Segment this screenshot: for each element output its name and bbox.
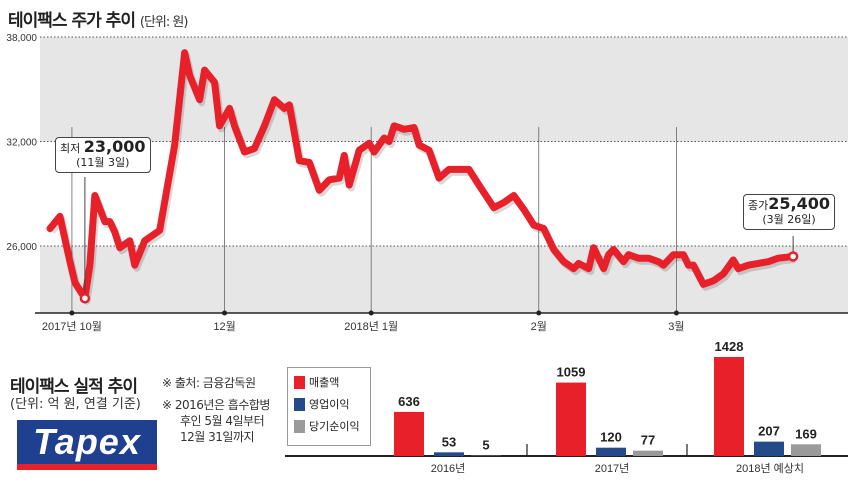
results-unit: (단위: 억 원, 연결 기준) xyxy=(10,397,141,412)
bar-value-label: 169 xyxy=(795,426,817,441)
price-chart-title: 테이팩스 주가 추이 (단위: 원) xyxy=(8,6,189,31)
price-unit: (단위: 원) xyxy=(139,15,189,30)
results-title: 테이팩스 실적 추이 xyxy=(10,377,138,397)
annotation-point xyxy=(787,251,799,262)
bar-value-label: 120 xyxy=(600,430,622,445)
note-line: 12월 31일까지 xyxy=(180,430,255,444)
bar-legend: 매출액 영업이익 당기순이익 xyxy=(287,367,371,446)
legend-label: 영업이익 xyxy=(309,398,350,411)
close-value: 25,400 xyxy=(768,194,830,213)
bar xyxy=(791,444,821,456)
bar-value-label: 1428 xyxy=(715,340,744,354)
y-tick-label: 38,000 xyxy=(6,33,37,44)
close-callout: 종가25,400 (3월 26일) xyxy=(743,194,835,230)
x-tick-label: 2월 xyxy=(531,320,547,333)
x-tick-label: 12월 xyxy=(213,320,235,333)
y-tick-label: 32,000 xyxy=(6,138,37,149)
legend-item-revenue: 매출액 xyxy=(294,374,364,390)
bar-value-label: 53 xyxy=(442,434,456,449)
legend-swatch xyxy=(294,375,305,389)
price-title-text: 테이팩스 주가 추이 xyxy=(8,11,136,31)
annotation-point xyxy=(79,293,91,304)
note-line: ※ 2016년은 흡수합병 xyxy=(162,398,270,412)
x-tick-label: 3월 xyxy=(668,320,684,333)
note-source: ※ 출처: 금융감독원 xyxy=(162,376,256,390)
price-line xyxy=(46,49,797,302)
bar-value-label: 77 xyxy=(641,433,655,448)
bar xyxy=(714,357,744,456)
legend-label: 매출액 xyxy=(309,376,340,389)
low-value: 23,000 xyxy=(83,137,146,156)
tapex-logo: Tapex xyxy=(17,420,157,470)
legend-item-operating: 영업이익 xyxy=(294,396,364,412)
low-date: (11월 3일) xyxy=(76,156,130,169)
bar xyxy=(394,411,424,456)
category-label: 2018년 예상치 xyxy=(736,462,804,475)
close-label: 종가 xyxy=(748,199,769,212)
bar xyxy=(596,447,626,456)
bar xyxy=(633,450,663,456)
bar-value-label: 5 xyxy=(482,438,489,453)
results-bar-chart: 2016년 636 53 5 2017년 1059 120 77 2018년 예상치 1428 20… xyxy=(285,340,848,475)
notes: ※ 출처: 금융감독원 ※ 2016년은 흡수합병 후인 5월 4일부터 12월… xyxy=(162,375,270,445)
legend-label: 당기순이익 xyxy=(309,420,360,433)
low-label: 최저 xyxy=(60,142,81,155)
plot-band xyxy=(40,37,848,142)
low-callout: 최저 23,000 (11월 3일) xyxy=(55,137,151,173)
close-date: (3월 26일) xyxy=(762,213,816,226)
price-line-chart: 38,000 32,000 26,000 2017년 10월 12월 2018년 1월 2월… xyxy=(6,33,848,333)
bar xyxy=(434,452,464,456)
category-label: 2017년 xyxy=(595,462,630,475)
legend-swatch xyxy=(294,419,305,433)
bar-value-label: 207 xyxy=(758,424,780,439)
note-line: 후인 5월 4일부터 xyxy=(180,414,265,428)
x-tick-label: 2017년 10월 xyxy=(42,320,102,333)
bar xyxy=(556,382,586,456)
legend-item-net: 당기순이익 xyxy=(294,418,364,434)
bar-value-label: 636 xyxy=(398,394,420,409)
bar xyxy=(754,441,784,456)
x-tick-label: 2018년 1월 xyxy=(344,320,398,333)
bar-value-label: 1059 xyxy=(557,365,586,380)
legend-swatch xyxy=(294,397,305,411)
category-label: 2016년 xyxy=(431,462,466,475)
y-tick-label: 26,000 xyxy=(6,242,37,253)
